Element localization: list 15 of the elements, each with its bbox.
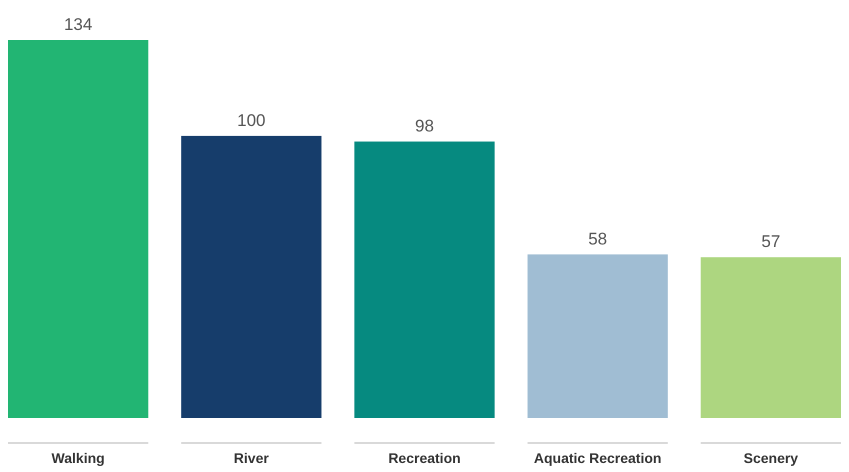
x-tick-label: Walking [52,450,105,466]
x-tick-label: Scenery [744,450,798,466]
data-label: 58 [588,229,608,248]
data-label: 98 [415,116,434,136]
bar [700,257,841,418]
x-tick-label: Aquatic Recreation [534,450,662,466]
bar [528,254,668,418]
bar [181,136,322,418]
data-label: 100 [237,110,266,130]
bar [8,40,148,418]
data-label: 134 [64,15,92,34]
x-tick-label: Recreation [388,450,461,466]
bar [354,142,495,418]
x-tick-label: River [234,450,270,466]
data-label: 57 [761,232,780,252]
